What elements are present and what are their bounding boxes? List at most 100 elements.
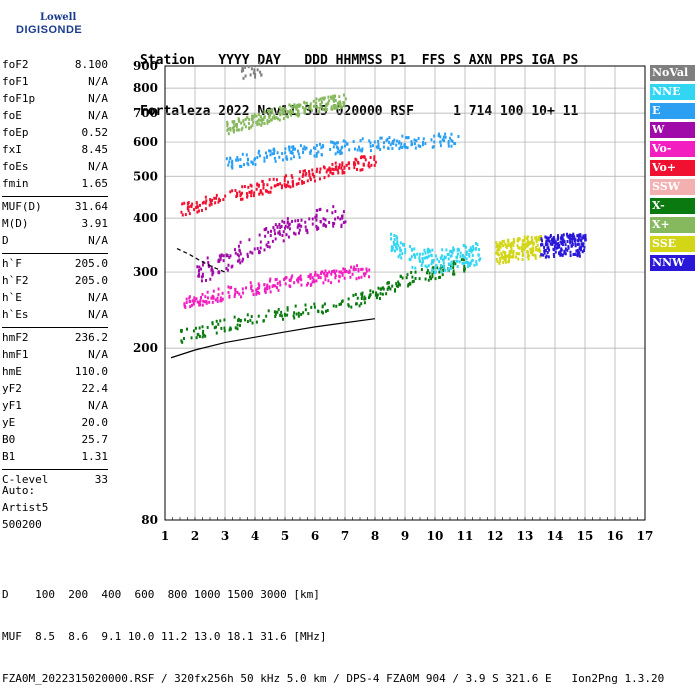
data-point: [262, 186, 265, 190]
data-point: [268, 285, 271, 289]
data-point: [577, 237, 580, 241]
data-point: [396, 240, 399, 244]
data-point: [298, 104, 301, 108]
data-point: [281, 158, 284, 162]
data-point: [340, 223, 343, 227]
data-point: [576, 254, 579, 258]
data-point: [220, 299, 223, 303]
data-point: [431, 248, 434, 252]
data-point: [360, 302, 363, 306]
data-point: [313, 154, 316, 158]
data-point: [447, 144, 450, 148]
data-point: [341, 273, 344, 277]
data-point: [546, 243, 549, 247]
data-point: [478, 258, 481, 262]
data-point: [189, 305, 192, 309]
data-point: [471, 258, 474, 262]
data-point: [313, 302, 316, 306]
data-point: [218, 254, 221, 258]
data-point: [363, 295, 366, 299]
data-point: [316, 226, 319, 230]
data-point: [410, 255, 413, 259]
param-key: h`F: [2, 257, 22, 270]
data-point: [326, 209, 329, 213]
data-point: [273, 116, 276, 120]
data-point: [581, 236, 584, 240]
data-point: [521, 253, 524, 257]
data-point: [568, 236, 571, 240]
data-point: [564, 247, 567, 251]
auto-program: Artist5: [2, 501, 49, 514]
data-point: [353, 265, 356, 269]
data-point: [214, 298, 217, 302]
data-point: [545, 236, 548, 240]
data-point: [526, 244, 529, 248]
data-point: [477, 253, 480, 257]
data-point: [292, 183, 295, 187]
data-point: [277, 307, 280, 311]
data-point: [553, 254, 556, 258]
data-point: [181, 213, 184, 217]
data-point: [344, 144, 347, 148]
data-point: [323, 166, 326, 170]
data-point: [251, 123, 254, 127]
data-point: [280, 314, 283, 318]
data-point: [405, 276, 408, 280]
data-point: [414, 255, 417, 259]
data-point: [213, 196, 216, 200]
data-point: [517, 237, 520, 241]
data-point: [259, 70, 262, 74]
data-point: [201, 335, 204, 339]
data-point: [342, 210, 345, 214]
data-point: [413, 247, 416, 251]
data-point: [395, 139, 398, 143]
data-point: [465, 250, 468, 254]
data-point: [424, 264, 427, 268]
data-point: [392, 142, 395, 146]
param-value: 1.65: [81, 177, 109, 190]
data-point: [236, 290, 239, 294]
data-point: [526, 241, 529, 245]
data-point: [421, 260, 424, 264]
data-point: [554, 250, 557, 254]
legend-item: SSW: [650, 179, 695, 195]
data-point: [341, 161, 344, 165]
data-point: [526, 252, 529, 256]
data-point: [262, 319, 265, 323]
data-point: [202, 200, 205, 204]
y-tick-label: 900: [133, 59, 158, 73]
data-point: [304, 173, 307, 177]
data-point: [458, 260, 461, 264]
data-point: [239, 192, 242, 196]
data-point: [291, 180, 294, 184]
data-point: [250, 194, 253, 198]
data-point: [355, 277, 358, 281]
data-point: [276, 310, 279, 314]
data-point: [553, 239, 556, 243]
series-line: [170, 318, 376, 359]
data-point: [341, 163, 344, 167]
data-point: [293, 311, 296, 315]
data-point: [187, 201, 190, 205]
data-point: [362, 155, 365, 159]
data-point: [275, 178, 278, 182]
data-point: [394, 245, 397, 249]
data-point: [360, 267, 363, 271]
data-point: [268, 245, 271, 249]
data-point: [305, 146, 308, 150]
data-point: [323, 302, 326, 306]
data-point: [580, 248, 583, 252]
data-point: [424, 277, 427, 281]
data-point: [518, 237, 521, 241]
data-point: [294, 232, 297, 236]
data-point: [311, 173, 314, 177]
data-point: [552, 252, 555, 256]
data-point: [559, 249, 562, 253]
param-value: 110.0: [74, 365, 108, 378]
data-point: [239, 261, 242, 265]
data-point: [298, 177, 301, 181]
param-key: foF2: [2, 58, 29, 71]
data-point: [476, 243, 479, 247]
data-point: [530, 249, 533, 253]
data-point: [351, 272, 354, 276]
